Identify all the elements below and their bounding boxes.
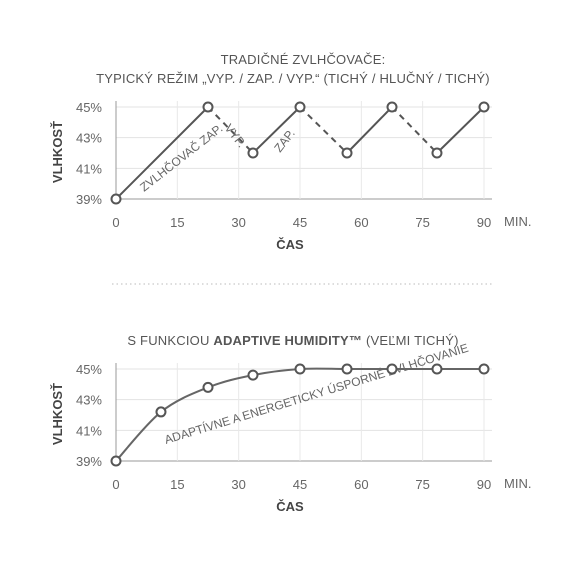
chart2-x-ticks: 0 15 30 45 60 75 90	[112, 477, 491, 492]
x-tick-label: 75	[415, 477, 429, 492]
y-tick-label: 45%	[76, 100, 102, 115]
series-segment	[252, 106, 301, 154]
data-point	[431, 363, 443, 375]
chart2-title-bold: ADAPTIVE HUMIDITY™	[213, 333, 362, 348]
x-tick-label: 15	[170, 215, 184, 230]
chart2-grid	[115, 363, 492, 462]
chart1-title-line1: TRADIČNÉ ZVLHČOVAČE:	[221, 52, 386, 67]
data-point	[341, 363, 353, 375]
x-tick-label: 90	[477, 477, 491, 492]
chart1-x-ticks: 0 15 30 45 60 75 90	[112, 215, 491, 230]
x-tick-label: 0	[112, 477, 119, 492]
chart2-x-axis-label: ČAS	[276, 499, 304, 514]
series-segment	[299, 106, 348, 154]
traditional-humidifier-chart: TRADIČNÉ ZVLHČOVAČE: TYPICKÝ REŽIM „VYP.…	[50, 52, 531, 252]
data-point	[294, 101, 306, 113]
data-point	[247, 369, 259, 381]
data-point	[341, 147, 353, 159]
chart1-y-axis-label: VLHKOSŤ	[50, 121, 65, 183]
x-tick-label: 30	[231, 215, 245, 230]
series-segment	[391, 106, 438, 154]
data-point	[110, 193, 122, 205]
chart2-points	[110, 363, 490, 467]
data-point	[202, 381, 214, 393]
series-segment	[436, 106, 485, 154]
x-tick-label: 60	[354, 215, 368, 230]
chart2-x-unit: MIN.	[504, 476, 531, 491]
y-tick-label: 45%	[76, 362, 102, 377]
chart1-title-line2: TYPICKÝ REŽIM „VYP. / ZAP. / VYP.“ (TICH…	[96, 71, 490, 86]
series-segment	[115, 106, 209, 200]
x-tick-label: 0	[112, 215, 119, 230]
y-tick-label: 39%	[76, 454, 102, 469]
x-tick-label: 15	[170, 477, 184, 492]
y-tick-label: 43%	[76, 131, 102, 146]
series-segment	[346, 106, 393, 154]
data-point	[386, 363, 398, 375]
data-point	[478, 101, 490, 113]
chart1-points	[110, 101, 490, 205]
data-point	[110, 455, 122, 467]
chart1-x-unit: MIN.	[504, 214, 531, 229]
y-tick-label: 43%	[76, 393, 102, 408]
data-point	[294, 363, 306, 375]
y-tick-label: 39%	[76, 192, 102, 207]
chart2-title-prefix: S FUNKCIOU	[127, 333, 213, 348]
y-tick-label: 41%	[76, 423, 102, 438]
data-point	[386, 101, 398, 113]
x-tick-label: 30	[231, 477, 245, 492]
x-tick-label: 75	[415, 215, 429, 230]
data-point	[478, 363, 490, 375]
adaptive-humidity-chart: S FUNKCIOU ADAPTIVE HUMIDITY™ (VEĽMI TIC…	[50, 333, 531, 514]
chart2-title-suffix: (VEĽMI TICHÝ)	[362, 333, 458, 348]
y-tick-label: 41%	[76, 161, 102, 176]
data-point	[202, 101, 214, 113]
x-tick-label: 45	[293, 477, 307, 492]
chart1-series-line	[115, 106, 485, 200]
chart2-y-axis-label: VLHKOSŤ	[50, 383, 65, 445]
data-point	[155, 406, 167, 418]
chart2-y-ticks: 45% 43% 41% 39%	[76, 362, 102, 469]
chart1-x-axis-label: ČAS	[276, 237, 304, 252]
chart2-title: S FUNKCIOU ADAPTIVE HUMIDITY™ (VEĽMI TIC…	[127, 333, 458, 348]
x-tick-label: 60	[354, 477, 368, 492]
data-point	[247, 147, 259, 159]
chart1-annotation-on: ZVLHČOVAČ ZAP.	[137, 120, 226, 194]
chart1-annotation-off: VYP.	[222, 121, 249, 150]
data-point	[431, 147, 443, 159]
x-tick-label: 90	[477, 215, 491, 230]
chart1-y-ticks: 45% 43% 41% 39%	[76, 100, 102, 207]
x-tick-label: 45	[293, 215, 307, 230]
